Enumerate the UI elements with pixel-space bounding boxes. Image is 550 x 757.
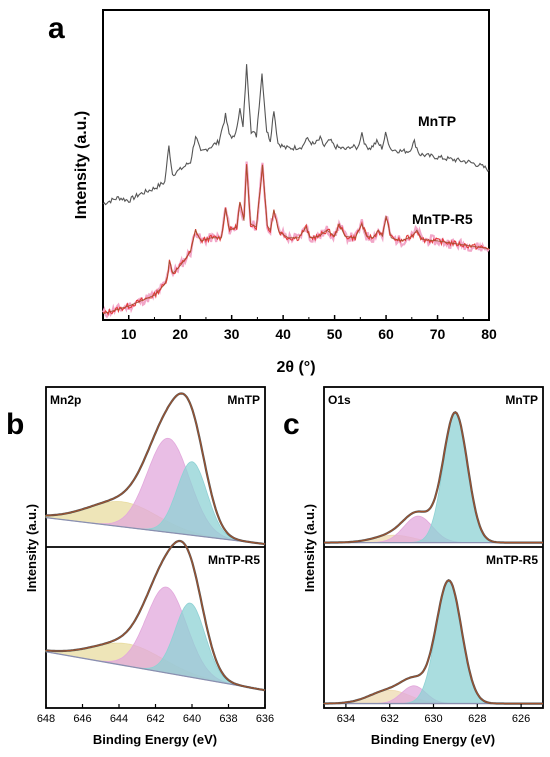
panel-a-frame bbox=[102, 9, 490, 321]
xtick-label-642: 642 bbox=[146, 713, 164, 725]
xtick-label-626: 626 bbox=[512, 713, 530, 725]
xtick-label-630: 630 bbox=[424, 713, 442, 725]
xtick-label-40: 40 bbox=[275, 326, 291, 342]
xtick-label-640: 640 bbox=[183, 713, 201, 725]
panel-c-letter: c bbox=[283, 408, 300, 441]
panel-c-xticks: 634 632 630 628 626 bbox=[337, 704, 530, 725]
label-mntp: MnTP bbox=[418, 113, 456, 129]
xtick-label-60: 60 bbox=[378, 326, 394, 342]
panel-c-region: O1s bbox=[328, 393, 351, 407]
panel-b-plots bbox=[45, 392, 266, 692]
panel-b-bottom-label: MnTP-R5 bbox=[208, 553, 260, 567]
background-mntp-r5 bbox=[45, 651, 266, 691]
envelope-mntp-r5 bbox=[45, 540, 266, 691]
xtick-label-638: 638 bbox=[219, 713, 237, 725]
panel-a-letter: a bbox=[48, 12, 65, 45]
panel-b-region: Mn2p bbox=[50, 393, 81, 407]
panel-c-bottom-label: MnTP-R5 bbox=[486, 553, 538, 567]
panel-a: a 10 20 30 40 50 60 70 80 MnTP MnTP-R5 2θ (°) I… bbox=[48, 9, 497, 376]
panel-a-ylabel: Intensity (a.u.) bbox=[73, 111, 90, 219]
xtick-label-20: 20 bbox=[172, 326, 188, 342]
xtick-label-50: 50 bbox=[327, 326, 343, 342]
envelope-mntp bbox=[324, 411, 543, 544]
panel-a-xticks: 10 20 30 40 50 60 70 80 bbox=[121, 315, 497, 342]
panel-c-ylabel: Intensity (a.u.) bbox=[302, 504, 317, 592]
xtick-label-644: 644 bbox=[110, 713, 128, 725]
panel-a-xlabel: 2θ (°) bbox=[276, 359, 315, 376]
panel-c: c 634 632 630 628 626 O1s MnTP MnTP-R5 Bindi… bbox=[283, 386, 544, 747]
panel-b-ylabel: Intensity (a.u.) bbox=[24, 504, 39, 592]
xtick-label-30: 30 bbox=[224, 326, 240, 342]
panel-b-xticks: 648 646 644 642 640 638 636 bbox=[37, 704, 274, 725]
xtick-label-10: 10 bbox=[121, 326, 137, 342]
xtick-label-70: 70 bbox=[430, 326, 446, 342]
series-mntp-r5-fit bbox=[102, 164, 490, 315]
peak-mntp-r5-pink bbox=[45, 586, 266, 691]
panel-b: b 648 646 644 642 640 638 636 Mn2p MnTP MnTP-R… bbox=[6, 386, 274, 747]
xtick-label-646: 646 bbox=[73, 713, 91, 725]
envelope-mntp-r5 bbox=[324, 579, 543, 705]
panel-c-top-label: MnTP bbox=[505, 393, 538, 407]
panel-c-plots bbox=[323, 411, 543, 705]
label-mntp-r5: MnTP-R5 bbox=[412, 211, 473, 227]
xtick-label-632: 632 bbox=[381, 713, 399, 725]
panel-b-xlabel: Binding Energy (eV) bbox=[93, 732, 217, 747]
panel-b-top-label: MnTP bbox=[227, 393, 260, 407]
xtick-label-628: 628 bbox=[468, 713, 486, 725]
panel-b-letter: b bbox=[6, 408, 24, 441]
panel-a-series bbox=[101, 64, 490, 319]
xtick-label-634: 634 bbox=[337, 713, 355, 725]
peak-mntp-cyan bbox=[324, 412, 543, 543]
xtick-label-636: 636 bbox=[256, 713, 274, 725]
xtick-label-80: 80 bbox=[481, 326, 497, 342]
background-mntp bbox=[45, 516, 266, 545]
series-mntp bbox=[102, 64, 490, 206]
series-mntp-r5-band bbox=[101, 161, 490, 319]
series-mntp-r5 bbox=[102, 163, 490, 316]
xtick-label-648: 648 bbox=[37, 713, 55, 725]
panel-c-xlabel: Binding Energy (eV) bbox=[371, 732, 495, 747]
envelope-mntp bbox=[46, 392, 266, 545]
